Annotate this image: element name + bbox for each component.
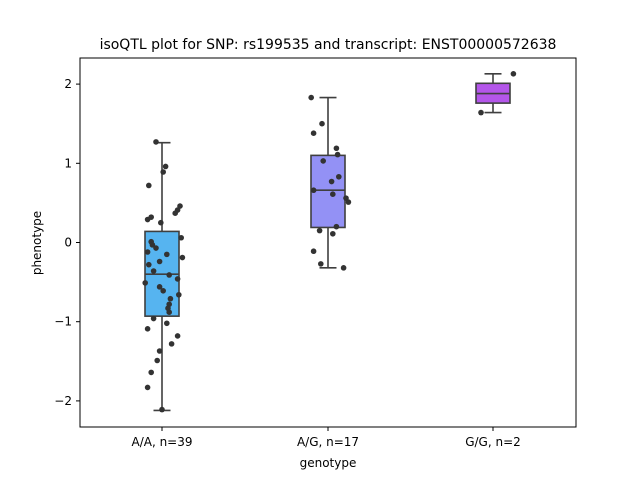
data-point [149,242,156,248]
data-point [159,406,165,413]
data-point [156,258,163,265]
chart-title: isoQTL plot for SNP: rs199535 and transc… [100,37,557,53]
y-tick-label: 1 [64,156,72,170]
data-point [334,151,341,158]
y-tick-label: −1 [54,315,72,329]
data-point [164,251,170,258]
data-point [172,210,178,216]
data-point [144,384,151,391]
data-point [310,130,317,137]
data-point [150,315,157,322]
y-axis: −2 −1 0 1 2 [54,77,80,408]
data-point [166,309,172,315]
data-point [166,272,172,278]
y-tick-label: 2 [64,77,72,91]
data-point [146,182,152,189]
data-point [160,288,166,294]
data-point [320,158,327,164]
data-point [319,120,325,127]
data-point [142,280,148,286]
data-point [153,139,159,145]
x-tick-label: A/G, n=17 [297,435,359,449]
y-axis-label: phenotype [30,211,44,275]
data-point [164,320,170,327]
y-tick-label: 0 [64,236,72,250]
data-point [156,284,163,290]
data-point [330,230,336,237]
data-point [168,341,175,347]
data-point [345,199,352,205]
box-iqr [310,154,346,229]
data-point [478,109,484,116]
data-point [148,214,154,220]
data-point [162,163,169,170]
data-point [176,291,182,298]
data-point [174,333,181,339]
x-tick-label: A/A, n=39 [131,435,192,449]
data-point [154,357,160,364]
data-point [318,261,324,267]
data-point [158,219,164,226]
data-point [167,295,174,302]
data-point [144,249,151,255]
data-point [150,268,157,274]
data-point [156,348,163,354]
data-point [144,326,151,332]
data-point [179,254,186,261]
data-point [340,265,347,271]
data-point [333,223,340,230]
y-tick-label: −2 [54,394,72,408]
data-point [316,227,323,234]
x-axis-label: genotype [300,456,357,470]
data-point [310,187,317,194]
data-point [336,173,342,180]
data-point [310,248,317,255]
x-tick-label: G/G, n=2 [465,435,521,449]
data-point [178,234,184,241]
x-axis: A/A, n=39 A/G, n=17 G/G, n=2 [131,427,521,449]
box-3 [475,73,511,114]
data-point [174,276,181,282]
data-point [153,245,159,251]
data-point [160,169,166,175]
data-point [328,178,335,185]
data-point [330,191,336,197]
data-point [148,369,154,376]
data-points [142,71,517,413]
box-2 [310,96,346,269]
data-point [308,94,315,101]
data-point [333,145,340,152]
data-point [510,71,517,77]
data-point [146,261,152,268]
